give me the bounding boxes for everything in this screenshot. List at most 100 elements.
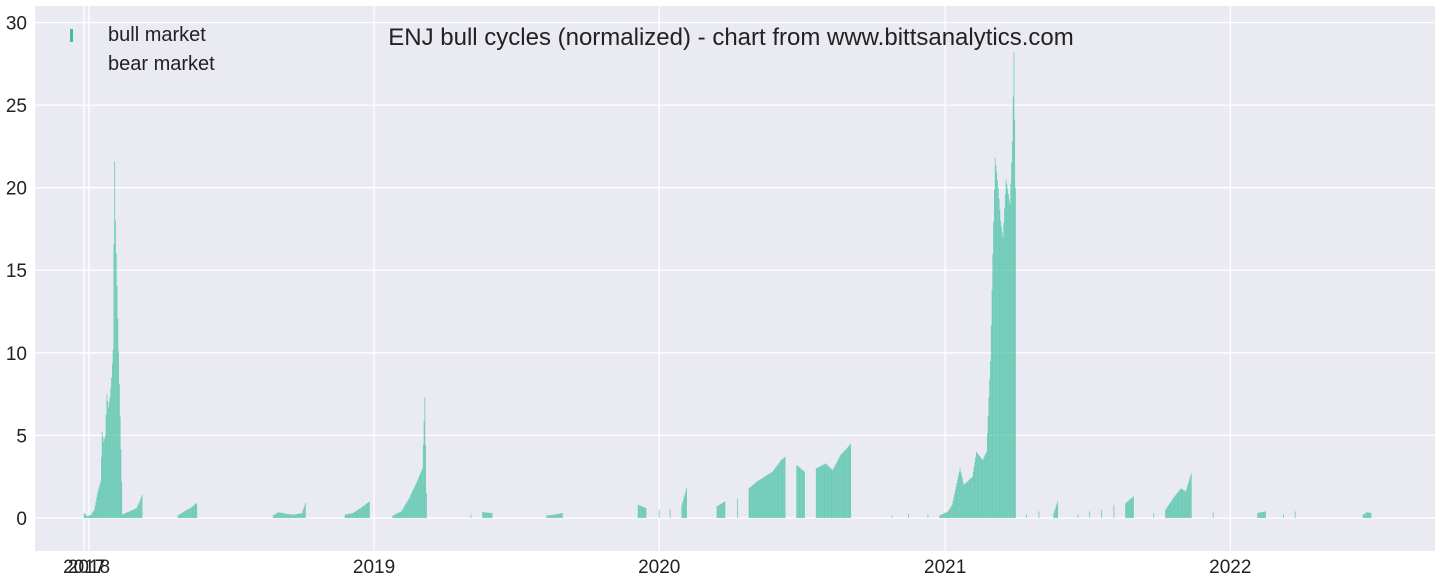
bull-bar xyxy=(404,504,406,518)
bull-bar xyxy=(719,504,721,518)
bull-bar xyxy=(833,467,835,518)
bull-bar xyxy=(131,510,133,518)
bull-bar xyxy=(128,511,130,518)
bull-bar xyxy=(299,513,301,518)
bull-bar xyxy=(980,458,982,518)
bull-bar xyxy=(720,503,722,518)
bull-bar xyxy=(983,456,985,518)
bull-bar xyxy=(403,507,405,518)
bull-bar xyxy=(1126,501,1128,518)
bull-bar xyxy=(292,514,294,518)
bull-bar xyxy=(736,498,738,518)
bull-bar xyxy=(644,507,646,518)
bull-bar xyxy=(953,497,955,518)
bull-bar xyxy=(1180,488,1182,518)
bull-bar xyxy=(366,503,368,518)
bull-bar xyxy=(288,514,290,518)
bull-bar xyxy=(972,471,974,518)
bull-bar xyxy=(768,474,770,518)
bull-bar xyxy=(297,513,298,518)
bull-bar xyxy=(96,497,98,518)
bull-bar xyxy=(847,446,849,518)
bull-bar xyxy=(121,482,123,518)
bull-bar xyxy=(277,512,279,518)
bull-bar xyxy=(191,506,193,518)
bull-bar xyxy=(424,397,426,518)
bull-bar xyxy=(276,513,277,518)
bull-bar xyxy=(1367,512,1369,518)
bull-bar xyxy=(754,483,755,518)
bull-bar xyxy=(956,482,958,518)
bull-bar xyxy=(275,514,277,518)
bull-bar xyxy=(367,502,369,518)
bull-bar xyxy=(683,496,685,518)
bull-bar xyxy=(836,462,837,518)
bull-bar xyxy=(951,506,952,518)
bull-bar xyxy=(986,433,988,518)
bull-bar xyxy=(973,466,975,518)
bull-bar xyxy=(972,476,973,518)
bull-bar xyxy=(196,503,198,518)
bull-bar xyxy=(107,400,109,518)
bull-bar xyxy=(1038,511,1040,518)
bull-bar xyxy=(303,508,305,518)
x-tick-label-2021: 2021 xyxy=(924,557,966,578)
bull-bar xyxy=(839,456,841,518)
bull-bar xyxy=(643,507,645,518)
bull-bar xyxy=(1003,222,1005,518)
bull-bar xyxy=(186,510,187,518)
bull-bar xyxy=(113,243,115,518)
bull-bar xyxy=(111,363,113,518)
gridlines xyxy=(35,6,1435,551)
bull-bar xyxy=(1368,512,1370,518)
bull-bar xyxy=(961,478,963,518)
bull-bar xyxy=(772,471,773,518)
bull-bar xyxy=(717,505,719,518)
bull-bar xyxy=(843,451,845,518)
bull-bar xyxy=(550,515,552,518)
bull-bar xyxy=(114,161,116,518)
bull-bar xyxy=(298,513,300,518)
bull-bar xyxy=(1007,189,1009,518)
bull-bar xyxy=(1182,489,1184,518)
bull-bar xyxy=(842,452,844,518)
bull-bar xyxy=(412,489,414,518)
bull-bar xyxy=(783,458,784,518)
legend-label-bull-market: bull market xyxy=(108,24,206,46)
bull-bar xyxy=(87,515,89,518)
bull-bar xyxy=(140,497,142,518)
bull-bar xyxy=(829,467,830,518)
bull-bar xyxy=(360,508,362,518)
bull-bar xyxy=(1364,513,1366,518)
bull-bar xyxy=(845,449,847,518)
bull-bar xyxy=(85,514,87,518)
bull-bar xyxy=(640,506,642,518)
bull-bar xyxy=(988,397,990,518)
bull-bar xyxy=(421,470,423,518)
bull-bar xyxy=(551,514,553,518)
bull-bar xyxy=(395,513,397,518)
bull-bar xyxy=(392,515,394,518)
bull-bar xyxy=(193,504,195,518)
bull-bar xyxy=(470,514,472,518)
bull-bar xyxy=(1015,187,1016,518)
bull-bar xyxy=(1165,508,1167,518)
bull-bar xyxy=(358,509,359,518)
bull-bar xyxy=(1185,491,1187,518)
bull-bar xyxy=(779,462,780,518)
bull-bar xyxy=(561,513,562,518)
bull-bar xyxy=(554,514,555,518)
bull-bar xyxy=(954,493,955,518)
bull-bar xyxy=(847,447,848,518)
bull-bar xyxy=(92,512,94,518)
bull-bar xyxy=(86,516,88,518)
bull-bar xyxy=(397,512,399,518)
bull-bar xyxy=(979,457,981,518)
bull-bar xyxy=(284,513,286,518)
bull-bar xyxy=(137,504,139,518)
bull-bar xyxy=(354,512,355,518)
bull-bar xyxy=(999,209,1001,518)
bull-bar xyxy=(129,511,131,518)
bull-bar xyxy=(966,481,968,518)
bull-bar xyxy=(294,514,296,518)
